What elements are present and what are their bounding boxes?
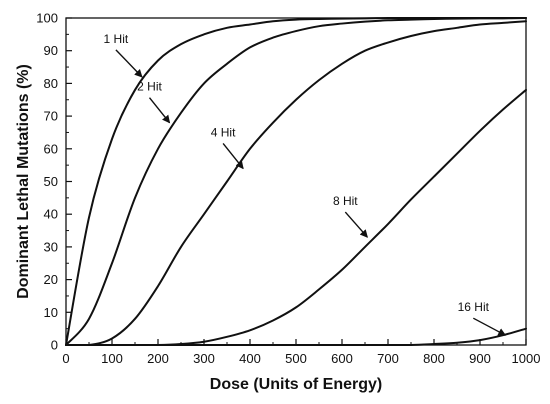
- y-tick-label: 30: [44, 239, 58, 254]
- x-tick-label: 100: [101, 351, 123, 366]
- x-tick-label: 600: [331, 351, 353, 366]
- y-tick-label: 20: [44, 272, 58, 287]
- series-line-2: [65, 17, 527, 346]
- x-tick-label: 900: [469, 351, 491, 366]
- y-tick-label: 60: [44, 141, 58, 156]
- annotation-label: 8 Hit: [333, 194, 358, 208]
- y-tick-label: 80: [44, 76, 58, 91]
- annotation-arrow: [472, 317, 507, 336]
- x-tick-label: 0: [62, 351, 69, 366]
- x-tick-label: 400: [239, 351, 261, 366]
- series-line-1: [65, 17, 527, 346]
- x-tick-label: 200: [147, 351, 169, 366]
- x-tick-label: 1000: [512, 351, 541, 366]
- y-tick-label: 70: [44, 109, 58, 124]
- y-axis-title: Dominant Lethal Mutations (%): [15, 64, 32, 299]
- annotation-label: 16 Hit: [458, 300, 490, 314]
- annotation-label: 2 Hit: [137, 80, 162, 94]
- x-tick-label: 300: [193, 351, 215, 366]
- annotation-arrow: [222, 142, 244, 170]
- x-tick-label: 800: [423, 351, 445, 366]
- series-line-3: [65, 20, 527, 346]
- x-tick-label: 500: [285, 351, 307, 366]
- axes: 0 100 200 300 400 500 600 700 800 900 1000 0 10 20 30 4…: [36, 11, 540, 367]
- y-tick-label: 100: [36, 11, 58, 26]
- annotation-arrow: [115, 49, 143, 78]
- y-tick-label: 40: [44, 207, 58, 222]
- x-tick-label: 700: [377, 351, 399, 366]
- y-tick-label: 10: [44, 305, 58, 320]
- y-tick-label: 50: [44, 174, 58, 189]
- plot-area: 1 Hit 2 Hit 4 Hit 8 Hit 16 Hit: [65, 17, 527, 346]
- annotation-arrow: [148, 97, 171, 124]
- annotation-label: 1 Hit: [104, 32, 129, 46]
- y-tick-label: 0: [51, 338, 58, 353]
- plot-frame: [65, 17, 527, 346]
- annotation-label: 4 Hit: [211, 125, 236, 139]
- x-axis-title: Dose (Units of Energy): [210, 376, 382, 393]
- y-tick-label: 90: [44, 43, 58, 58]
- annotation-arrow: [344, 211, 368, 238]
